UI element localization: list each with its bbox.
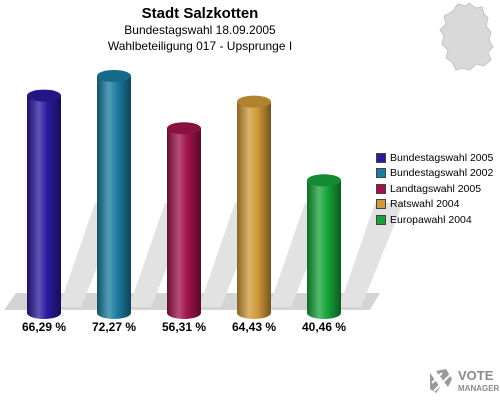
legend-label: Bundestagswahl 2005 [390, 151, 494, 164]
legend-label: Ratswahl 2004 [390, 198, 460, 211]
chart-legend: Bundestagswahl 2005 Bundestagswahl 2002 La… [376, 150, 493, 228]
legend-swatch [376, 152, 386, 163]
legend-item: Europawahl 2004 [376, 212, 493, 228]
value-label-5: 40,46 % [302, 320, 346, 334]
legend-item: Bundestagswahl 2005 [376, 150, 493, 166]
legend-swatch [376, 183, 386, 194]
logo-vote-text: VOTE [458, 368, 494, 383]
logo-manager-text: MANAGER [458, 384, 500, 393]
legend-label: Landtagswahl 2005 [390, 182, 482, 195]
bar-1 [27, 95, 61, 319]
bar-4 [237, 101, 271, 319]
legend-item: Bundestagswahl 2002 [376, 166, 493, 182]
chart-title: Stadt Salzkotten [141, 5, 259, 22]
legend-item: Landtagswahl 2005 [376, 181, 493, 197]
legend-swatch [376, 168, 386, 179]
bar-cap-1 [27, 89, 61, 102]
bar-3 [167, 128, 201, 319]
germany-map-icon [439, 2, 494, 71]
bar-cap-2 [97, 69, 131, 82]
value-label-1: 66,29 % [22, 320, 66, 334]
value-label-2: 72,27 % [92, 320, 136, 334]
legend-swatch [376, 214, 386, 225]
bar-cap-5 [307, 174, 341, 187]
legend-item: Ratswahl 2004 [376, 197, 493, 213]
bar-shadow [339, 203, 403, 307]
vote-manager-logo-icon [430, 369, 452, 393]
bar-cap-3 [167, 122, 201, 135]
bar-2 [97, 75, 131, 319]
chart-subtitle-2: Wahlbeteiligung 017 - Upsprunge I [107, 39, 293, 53]
legend-swatch [376, 199, 386, 210]
value-label-4: 64,43 % [232, 320, 276, 334]
legend-label: Europawahl 2004 [390, 213, 472, 226]
chart-subtitle: Bundestagswahl 18.09.2005 [124, 23, 276, 37]
bar-5 [307, 180, 341, 319]
legend-label: Bundestagswahl 2002 [390, 167, 494, 180]
value-label-3: 56,31 % [162, 320, 206, 334]
bar-cap-4 [237, 95, 271, 108]
